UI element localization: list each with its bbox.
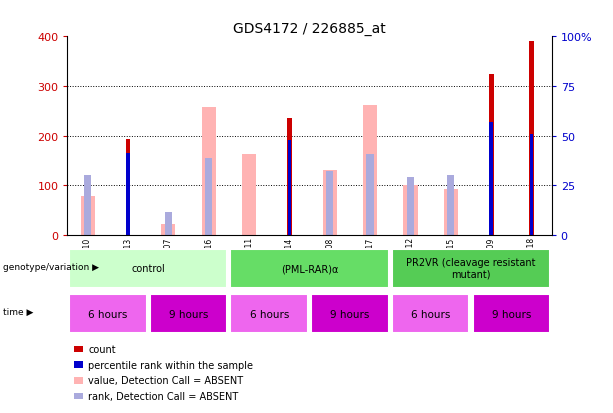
Text: 6 hours: 6 hours	[88, 309, 128, 319]
Text: 9 hours: 9 hours	[169, 309, 208, 319]
Bar	[530, 134, 533, 235]
Bar	[230, 249, 389, 288]
Bar	[363, 106, 377, 235]
Bar	[311, 294, 389, 333]
Bar	[322, 171, 337, 235]
Bar	[150, 294, 227, 333]
Text: time ▶: time ▶	[3, 307, 34, 316]
Text: 9 hours: 9 hours	[492, 309, 531, 319]
Bar	[161, 225, 175, 235]
Bar	[392, 294, 470, 333]
Bar	[126, 154, 130, 235]
Bar	[326, 172, 333, 235]
Text: 6 hours: 6 hours	[249, 309, 289, 319]
Bar	[287, 119, 292, 235]
Bar	[444, 189, 458, 235]
Bar	[84, 176, 91, 235]
Bar	[447, 176, 454, 235]
Text: 6 hours: 6 hours	[411, 309, 451, 319]
Text: PR2VR (cleavage resistant
mutant): PR2VR (cleavage resistant mutant)	[406, 258, 536, 279]
Bar	[69, 294, 147, 333]
Bar	[489, 122, 493, 235]
Text: percentile rank within the sample: percentile rank within the sample	[88, 360, 253, 370]
Text: count: count	[88, 344, 116, 354]
Bar	[287, 140, 291, 235]
Bar	[407, 178, 414, 235]
Bar	[403, 186, 417, 235]
Text: 9 hours: 9 hours	[330, 309, 370, 319]
Bar	[126, 140, 131, 235]
Text: control: control	[131, 263, 165, 273]
Bar	[392, 249, 550, 288]
Text: genotype/variation ▶: genotype/variation ▶	[3, 262, 99, 271]
Bar	[242, 155, 256, 235]
Bar	[205, 159, 212, 235]
Title: GDS4172 / 226885_at: GDS4172 / 226885_at	[233, 22, 386, 36]
Text: rank, Detection Call = ABSENT: rank, Detection Call = ABSENT	[88, 391, 238, 401]
Bar	[80, 197, 94, 235]
Text: value, Detection Call = ABSENT: value, Detection Call = ABSENT	[88, 375, 243, 385]
Bar	[489, 74, 493, 235]
Text: (PML-RAR)α: (PML-RAR)α	[281, 263, 338, 273]
Bar	[473, 294, 550, 333]
Bar	[202, 107, 216, 235]
Bar	[529, 42, 534, 235]
Bar	[69, 249, 227, 288]
Bar	[165, 212, 172, 235]
Bar	[230, 294, 308, 333]
Bar	[367, 155, 374, 235]
